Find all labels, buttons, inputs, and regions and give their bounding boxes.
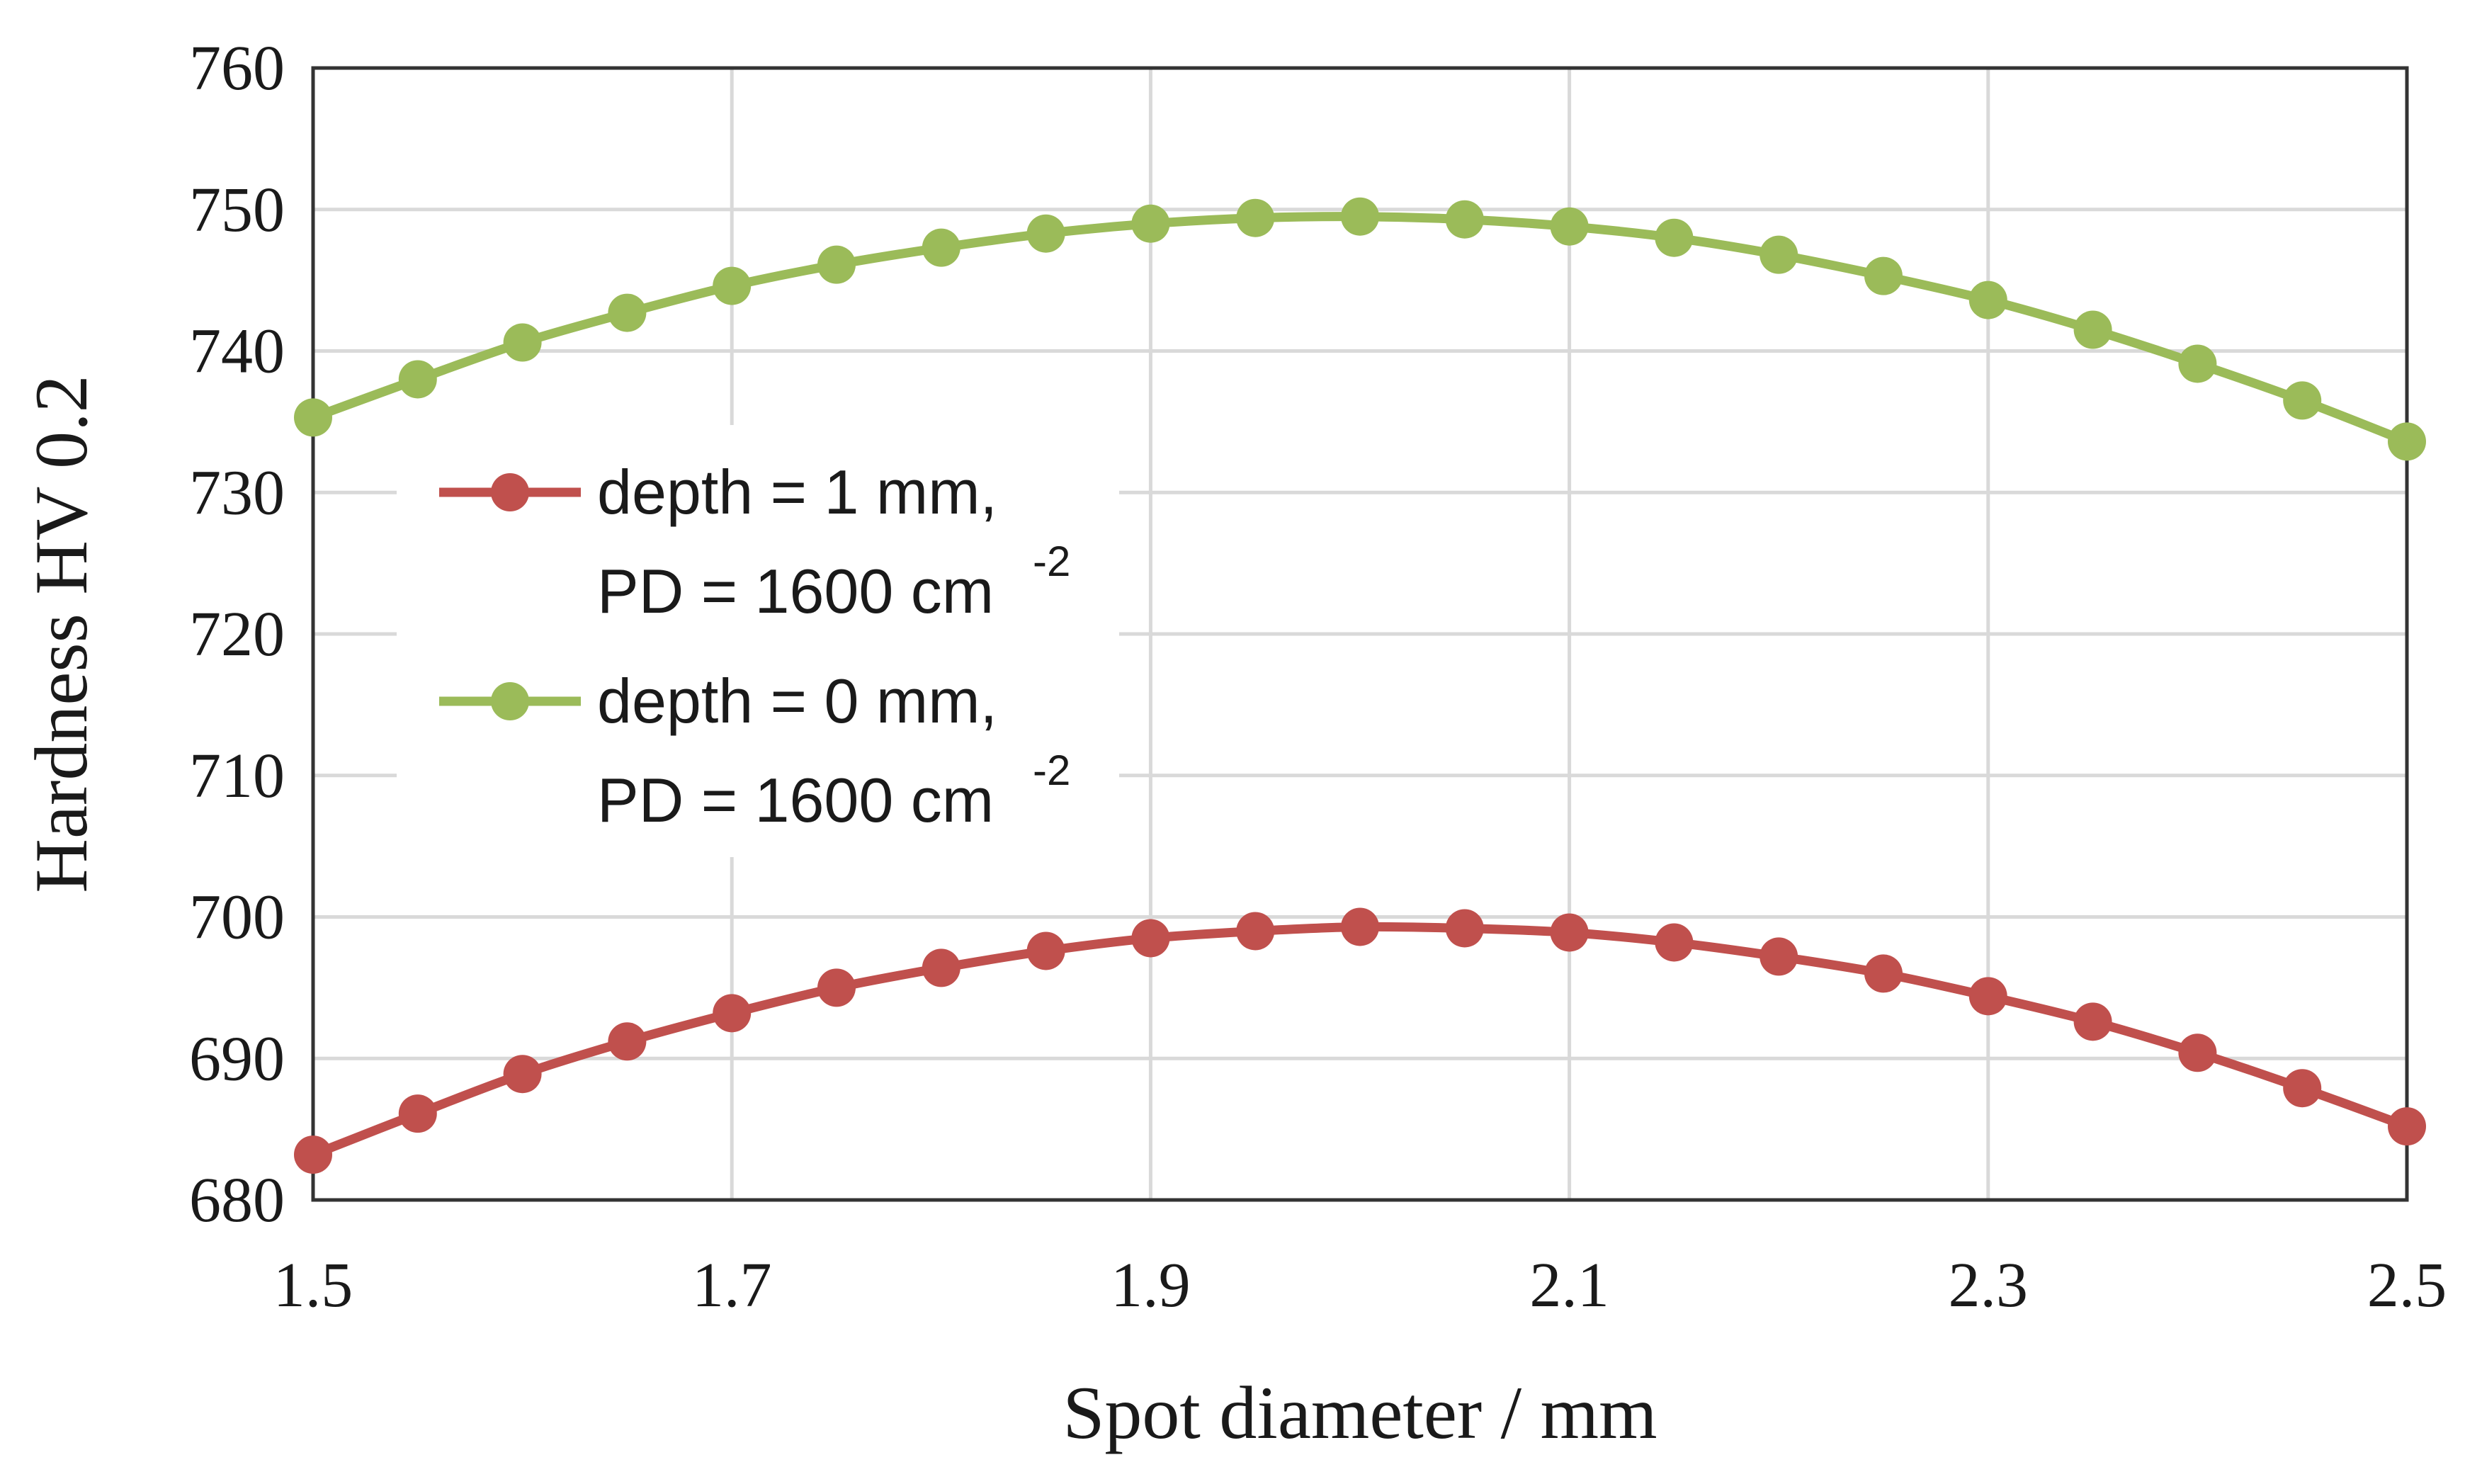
legend-marker	[491, 473, 529, 511]
legend-label-line2: PD = 1600 cm	[597, 556, 994, 626]
y-tick-label: 740	[189, 317, 285, 387]
data-point	[1236, 198, 1275, 237]
data-point	[1445, 909, 1484, 948]
data-point	[713, 994, 752, 1033]
plot-area-frame	[311, 66, 2409, 1202]
data-point	[1026, 931, 1065, 970]
x-tick-label: 1.9	[1111, 1250, 1191, 1320]
data-point	[1445, 200, 1484, 239]
legend-marker	[491, 682, 529, 720]
data-point	[398, 360, 437, 399]
data-point	[2283, 381, 2322, 420]
data-point	[1760, 937, 1798, 976]
data-point	[503, 1055, 542, 1094]
y-axis-tick-labels: 680 690 700 710 720 730 740 750 760	[189, 33, 285, 1235]
y-tick-label: 730	[189, 458, 285, 528]
legend-entry-2: depth = 0 mm, PD = 1600 cm -2	[439, 666, 1070, 835]
legend-label-line2: PD = 1600 cm	[597, 765, 994, 835]
data-point	[1550, 913, 1589, 952]
y-tick-label: 750	[189, 175, 285, 245]
data-point	[2073, 310, 2112, 349]
legend-entry-1: depth = 1 mm, PD = 1600 cm -2	[439, 457, 1070, 626]
data-point	[713, 266, 752, 305]
y-tick-label: 760	[189, 33, 285, 103]
y-axis-title: Hardness HV 0.2	[20, 375, 103, 893]
x-tick-label: 1.5	[273, 1250, 353, 1320]
data-point	[1131, 204, 1170, 243]
x-axis-title: Spot diameter / mm	[1062, 1371, 1657, 1454]
data-point	[1968, 977, 2007, 1016]
x-tick-label: 1.7	[692, 1250, 772, 1320]
series-2	[294, 197, 2426, 461]
y-tick-label: 710	[189, 741, 285, 811]
data-point	[2178, 1033, 2217, 1072]
legend-label-line1: depth = 1 mm,	[597, 457, 997, 527]
data-point	[503, 323, 542, 362]
data-point	[294, 398, 332, 437]
data-point	[922, 228, 960, 267]
legend-label-superscript: -2	[1033, 747, 1070, 794]
x-tick-label: 2.1	[1529, 1250, 1609, 1320]
data-point	[2388, 1107, 2426, 1146]
x-axis-tick-labels: 1.5 1.7 1.9 2.1 2.3 2.5	[273, 1250, 2447, 1320]
data-point	[1864, 954, 1903, 993]
data-point	[294, 1135, 332, 1174]
data-point	[1864, 256, 1903, 295]
data-series	[294, 197, 2426, 1174]
data-point	[1550, 207, 1589, 246]
y-tick-label: 680	[189, 1165, 285, 1235]
data-point	[608, 293, 647, 332]
data-point	[1026, 214, 1065, 253]
data-point	[2178, 344, 2217, 383]
data-point	[817, 245, 856, 284]
data-point	[1341, 907, 1379, 946]
data-point	[398, 1094, 437, 1133]
data-point	[2073, 1002, 2112, 1041]
y-tick-label: 690	[189, 1024, 285, 1094]
y-tick-label: 720	[189, 599, 285, 669]
legend-label-line1: depth = 0 mm,	[597, 666, 997, 736]
data-point	[608, 1022, 647, 1061]
legend-label-superscript: -2	[1033, 538, 1070, 585]
data-point	[817, 968, 856, 1007]
data-point	[2388, 422, 2426, 461]
data-point	[1655, 218, 1694, 257]
series-1	[294, 907, 2426, 1174]
data-point	[1131, 919, 1170, 958]
x-tick-label: 2.5	[2367, 1250, 2447, 1320]
data-point	[1760, 235, 1798, 274]
data-point	[1236, 912, 1275, 951]
data-point	[1968, 281, 2007, 319]
data-point	[2283, 1069, 2322, 1108]
data-point	[922, 948, 960, 987]
y-tick-label: 700	[189, 883, 285, 953]
data-point	[1655, 923, 1694, 962]
x-tick-label: 2.3	[1949, 1250, 2029, 1320]
data-point	[1341, 197, 1379, 236]
